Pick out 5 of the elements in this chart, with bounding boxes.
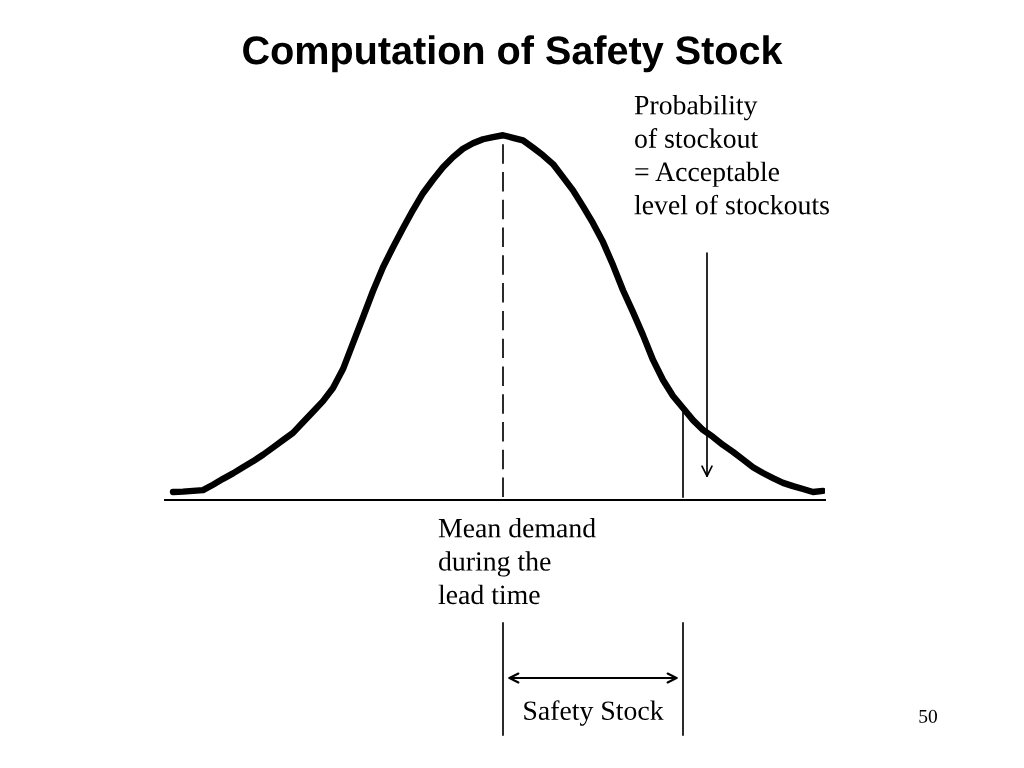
text: 50: [919, 709, 937, 723]
annotation: Probability of stockout = Acceptable level of stockouts: [634, 95, 829, 215]
chart-title: Computation of Safety Stock: [243, 35, 783, 73]
text: Mean demand during the lead time: [438, 518, 596, 605]
text: Safety Stock: [524, 700, 664, 726]
